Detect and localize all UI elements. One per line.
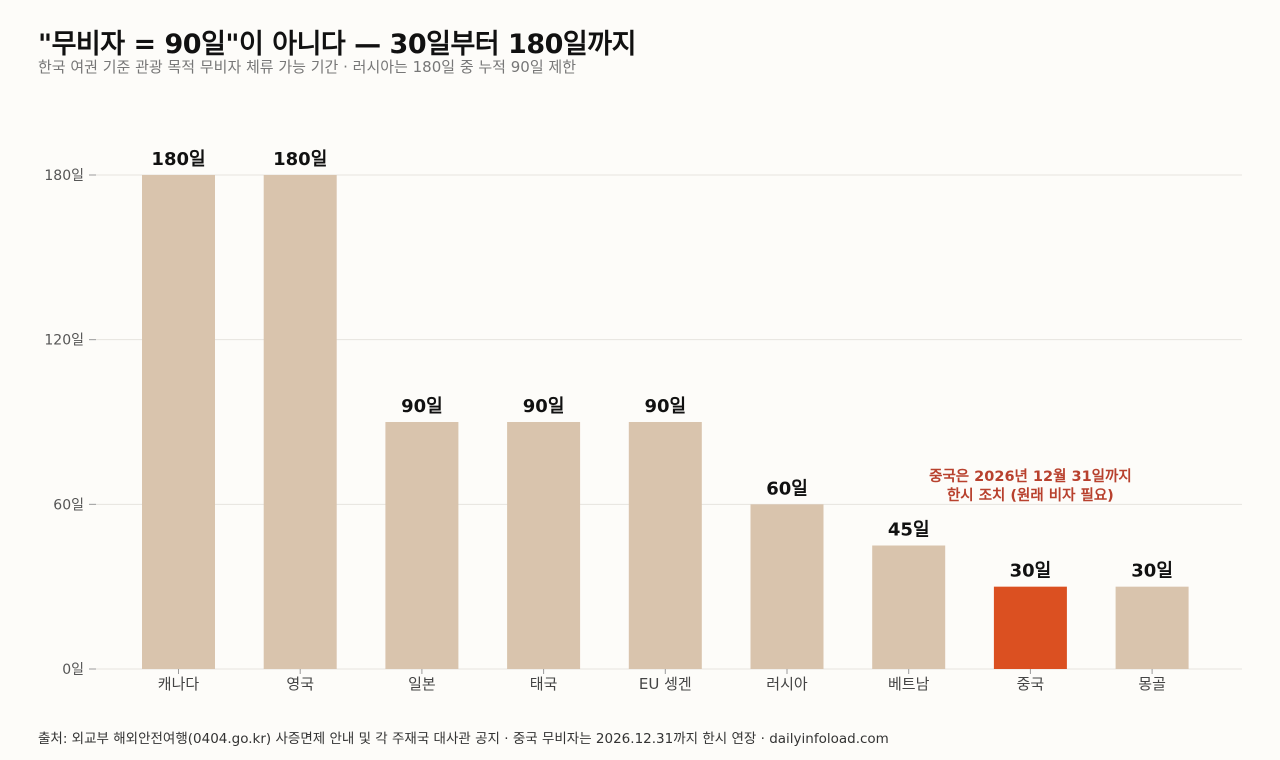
data-label: 30일 — [1010, 561, 1052, 582]
x-tick-label: 중국 — [1017, 675, 1045, 693]
y-tick-label: 120일 — [44, 333, 84, 349]
data-label: 30일 — [1131, 561, 1173, 582]
bar — [628, 422, 702, 669]
data-label: 45일 — [888, 520, 930, 541]
bar — [750, 504, 824, 669]
data-label: 90일 — [523, 396, 565, 417]
x-axis: 캐나다 영국 일본 태국 EU 셍겐 러시아 베트남 중국 몽골 — [158, 669, 1166, 693]
data-label: 60일 — [766, 478, 808, 499]
bar-chart: 0일 60일 120일 180일 180일 180일 90일 90일 90일 60일 45일 30일… — [44, 149, 1242, 693]
data-label: 90일 — [401, 396, 443, 417]
bars — [142, 175, 1189, 669]
bar — [993, 586, 1067, 669]
chart-subtitle: 한국 여권 기준 관광 목적 무비자 체류 가능 기간 · 러시아는 180일 … — [38, 58, 577, 76]
x-tick-label: 일본 — [408, 675, 436, 693]
x-tick-label: 베트남 — [888, 675, 930, 693]
bar — [263, 175, 337, 669]
x-tick-label: EU 셍겐 — [639, 675, 692, 693]
x-tick-label: 러시아 — [766, 675, 808, 693]
bar — [872, 545, 946, 669]
bar — [507, 422, 581, 669]
x-tick-label: 캐나다 — [158, 675, 200, 693]
y-tick-label: 60일 — [53, 497, 84, 513]
annotation-text: 중국은 2026년 12월 31일까지 — [929, 468, 1132, 485]
data-label: 180일 — [273, 149, 327, 170]
x-tick-label: 영국 — [286, 675, 314, 693]
y-tick-label: 180일 — [44, 168, 84, 184]
bar — [142, 175, 215, 669]
chart-title: "무비자 = 90일"이 아니다 — 30일부터 180일까지 — [38, 29, 636, 60]
value-labels: 180일 180일 90일 90일 90일 60일 45일 30일 30일 — [151, 149, 1172, 582]
bar — [1115, 586, 1189, 669]
x-tick-label: 몽골 — [1138, 675, 1166, 693]
y-tick-label: 0일 — [62, 662, 84, 678]
source-footer: 출처: 외교부 해외안전여행(0404.go.kr) 사증면제 안내 및 각 주… — [38, 731, 889, 747]
y-axis: 0일 60일 120일 180일 — [44, 168, 96, 678]
data-label: 180일 — [151, 149, 205, 170]
annotation-text: 한시 조치 (원래 비자 필요) — [947, 486, 1114, 504]
data-label: 90일 — [644, 396, 686, 417]
bar — [385, 422, 459, 669]
x-tick-label: 태국 — [530, 675, 558, 693]
